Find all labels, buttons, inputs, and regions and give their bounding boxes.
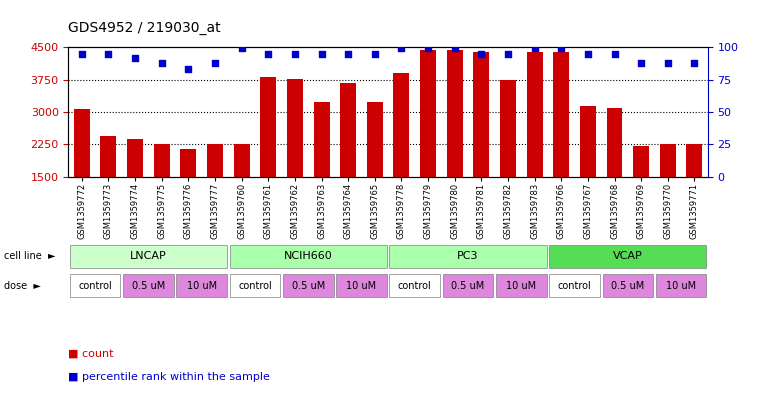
- Bar: [527, 52, 543, 177]
- Text: 10 uM: 10 uM: [666, 281, 696, 291]
- Text: LNCAP: LNCAP: [130, 252, 167, 261]
- Bar: [260, 77, 276, 177]
- Bar: [607, 108, 622, 177]
- Point: [688, 60, 700, 66]
- Point: [528, 45, 540, 51]
- Point: [75, 50, 88, 57]
- Point: [608, 50, 620, 57]
- FancyBboxPatch shape: [230, 245, 387, 268]
- FancyBboxPatch shape: [549, 245, 706, 268]
- Text: PC3: PC3: [457, 252, 479, 261]
- Bar: [393, 73, 409, 177]
- Bar: [314, 102, 330, 177]
- FancyBboxPatch shape: [390, 245, 546, 268]
- Point: [635, 60, 647, 66]
- FancyBboxPatch shape: [336, 274, 387, 298]
- FancyBboxPatch shape: [283, 274, 333, 298]
- Text: 10 uM: 10 uM: [506, 281, 537, 291]
- Text: VCAP: VCAP: [613, 252, 643, 261]
- FancyBboxPatch shape: [443, 274, 493, 298]
- Point: [129, 54, 142, 61]
- Point: [209, 60, 221, 66]
- Bar: [660, 145, 676, 177]
- FancyBboxPatch shape: [603, 274, 653, 298]
- Text: 0.5 uM: 0.5 uM: [132, 281, 165, 291]
- Point: [155, 60, 167, 66]
- Bar: [100, 136, 116, 177]
- Text: 0.5 uM: 0.5 uM: [611, 281, 645, 291]
- Point: [449, 45, 461, 51]
- Point: [475, 50, 487, 57]
- Text: ■ count: ■ count: [68, 349, 114, 359]
- Point: [315, 50, 327, 57]
- Bar: [367, 102, 383, 177]
- Text: GDS4952 / 219030_at: GDS4952 / 219030_at: [68, 21, 221, 35]
- Bar: [686, 143, 702, 177]
- Point: [102, 50, 114, 57]
- Text: control: control: [558, 281, 591, 291]
- Point: [661, 60, 674, 66]
- Text: ■ percentile rank within the sample: ■ percentile rank within the sample: [68, 372, 270, 382]
- Bar: [234, 143, 250, 177]
- Bar: [207, 143, 223, 177]
- Text: 10 uM: 10 uM: [346, 281, 377, 291]
- FancyBboxPatch shape: [70, 245, 227, 268]
- Point: [342, 50, 354, 57]
- Point: [236, 45, 248, 51]
- Point: [289, 50, 301, 57]
- Point: [502, 50, 514, 57]
- Bar: [420, 50, 436, 177]
- Bar: [500, 79, 516, 177]
- FancyBboxPatch shape: [70, 274, 120, 298]
- FancyBboxPatch shape: [177, 274, 227, 298]
- Text: cell line  ►: cell line ►: [4, 252, 56, 261]
- Bar: [447, 50, 463, 177]
- Bar: [580, 107, 596, 177]
- Text: control: control: [238, 281, 272, 291]
- Text: 0.5 uM: 0.5 uM: [451, 281, 485, 291]
- FancyBboxPatch shape: [549, 274, 600, 298]
- Point: [396, 45, 408, 51]
- Bar: [473, 52, 489, 177]
- Point: [422, 45, 434, 51]
- Point: [262, 50, 274, 57]
- Text: 10 uM: 10 uM: [186, 281, 217, 291]
- FancyBboxPatch shape: [496, 274, 546, 298]
- FancyBboxPatch shape: [390, 274, 440, 298]
- Point: [368, 50, 380, 57]
- Bar: [180, 149, 196, 177]
- Bar: [154, 143, 170, 177]
- Point: [182, 66, 194, 72]
- Bar: [340, 83, 356, 177]
- FancyBboxPatch shape: [123, 274, 174, 298]
- Point: [555, 45, 567, 51]
- FancyBboxPatch shape: [230, 274, 280, 298]
- Bar: [287, 79, 303, 177]
- Text: dose  ►: dose ►: [4, 281, 40, 291]
- Text: 0.5 uM: 0.5 uM: [291, 281, 325, 291]
- Text: control: control: [78, 281, 112, 291]
- Bar: [553, 52, 569, 177]
- Text: NCIH660: NCIH660: [284, 252, 333, 261]
- FancyBboxPatch shape: [656, 274, 706, 298]
- Bar: [127, 139, 143, 177]
- Bar: [74, 109, 90, 177]
- Text: control: control: [398, 281, 431, 291]
- Bar: [633, 146, 649, 177]
- Point: [581, 50, 594, 57]
